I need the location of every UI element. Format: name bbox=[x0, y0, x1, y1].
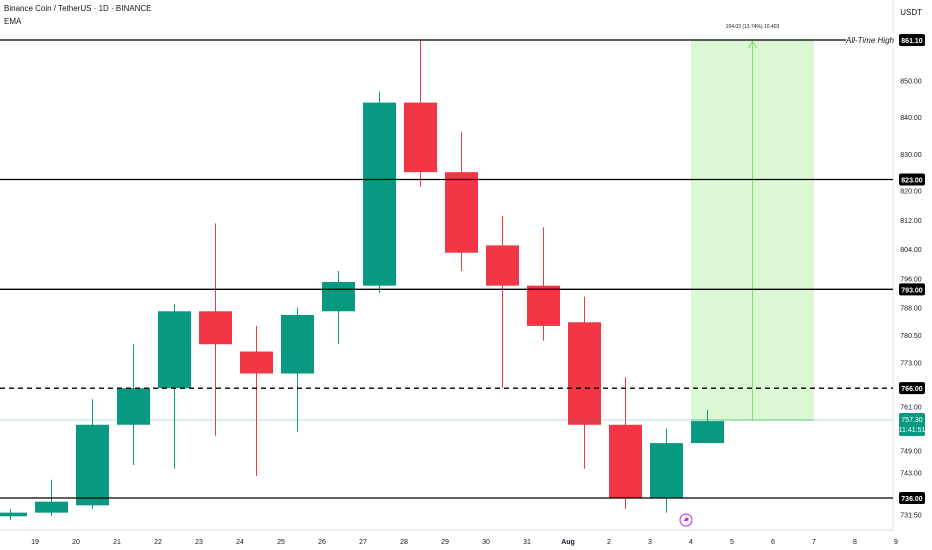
candle-body[interactable] bbox=[76, 424, 109, 506]
x-tick-label: 26 bbox=[318, 539, 326, 546]
candle-body[interactable] bbox=[527, 285, 560, 326]
candle-body[interactable] bbox=[568, 322, 601, 425]
x-tick-label: 28 bbox=[400, 539, 408, 546]
level-price-tag bbox=[899, 283, 925, 296]
x-tick-label: 31 bbox=[523, 539, 531, 546]
x-tick-label: Aug bbox=[561, 539, 575, 546]
lightning-icon bbox=[684, 515, 689, 525]
x-tick-label: 25 bbox=[277, 539, 285, 546]
y-tick-label: 804.00 bbox=[900, 247, 922, 254]
x-tick-label: 6 bbox=[771, 539, 775, 546]
x-tick-label: 2 bbox=[607, 539, 611, 546]
candle-body[interactable] bbox=[609, 424, 642, 498]
candle-body[interactable] bbox=[691, 421, 724, 444]
level-price-label: 736.00 bbox=[901, 496, 923, 503]
candle-body[interactable] bbox=[363, 102, 396, 286]
x-tick-label: 21 bbox=[113, 539, 121, 546]
level-price-label: 823.00 bbox=[901, 177, 923, 184]
x-tick-label: 29 bbox=[441, 539, 449, 546]
candle-body[interactable] bbox=[404, 102, 437, 173]
candle-body[interactable] bbox=[486, 245, 519, 286]
level-price-label: 861.10 bbox=[901, 38, 923, 45]
candle-body[interactable] bbox=[0, 512, 27, 517]
x-tick-label: 19 bbox=[31, 539, 39, 546]
y-tick-label: 812.00 bbox=[900, 218, 922, 225]
x-tick-label: 27 bbox=[359, 539, 367, 546]
candle-body[interactable] bbox=[240, 351, 273, 374]
x-tick-label: 30 bbox=[482, 539, 490, 546]
measure-label: 104.03 (13.74%) 10,403 bbox=[726, 24, 780, 30]
y-tick-label: 788.00 bbox=[900, 306, 922, 313]
y-tick-label: 731.50 bbox=[900, 512, 922, 519]
x-tick-label: 7 bbox=[812, 539, 816, 546]
x-tick-label: 20 bbox=[72, 539, 80, 546]
current-price-label: 757.30 bbox=[901, 417, 923, 424]
level-price-tag bbox=[899, 492, 925, 504]
candle-body[interactable] bbox=[117, 388, 150, 425]
y-tick-label: 743.00 bbox=[900, 470, 922, 477]
level-price-label: 793.00 bbox=[901, 287, 923, 294]
x-tick-label: 9 bbox=[894, 539, 898, 546]
candle-body[interactable] bbox=[158, 311, 191, 389]
candle-body[interactable] bbox=[322, 281, 355, 312]
y-tick-label: 820.00 bbox=[900, 188, 922, 195]
level-price-tag bbox=[899, 382, 925, 395]
level-annotation: All-Time High bbox=[845, 36, 894, 45]
candle-body[interactable] bbox=[445, 172, 478, 253]
chart-title: Binance Coin / TetherUS · 1D · BINANCE bbox=[4, 4, 152, 13]
countdown-label: 11:41:51 bbox=[899, 427, 926, 434]
y-tick-label: 796.00 bbox=[900, 276, 922, 283]
currency-label[interactable]: USDT bbox=[900, 8, 922, 17]
level-price-tag bbox=[899, 34, 925, 46]
y-tick-label: 773.00 bbox=[900, 361, 922, 368]
candle-body[interactable] bbox=[281, 314, 314, 374]
level-annotation-bg bbox=[846, 33, 896, 47]
level-price-label: 766.00 bbox=[901, 386, 923, 393]
y-tick-label: 850.00 bbox=[900, 79, 922, 86]
y-tick-label: 830.00 bbox=[900, 152, 922, 159]
x-tick-label: 22 bbox=[154, 539, 162, 546]
x-tick-label: 3 bbox=[648, 539, 652, 546]
y-tick-label: 780.50 bbox=[900, 333, 922, 340]
candle-body[interactable] bbox=[35, 501, 68, 513]
y-tick-label: 761.00 bbox=[900, 404, 922, 411]
level-price-tag bbox=[899, 173, 925, 186]
measure-arrowhead bbox=[748, 39, 757, 49]
y-tick-label: 840.00 bbox=[900, 115, 922, 122]
candle-body[interactable] bbox=[199, 311, 232, 345]
y-tick-label: 749.00 bbox=[900, 448, 922, 455]
indicator-label[interactable]: EMA bbox=[4, 17, 22, 26]
candle-body[interactable] bbox=[650, 443, 683, 498]
x-tick-label: 23 bbox=[195, 539, 203, 546]
x-tick-label: 4 bbox=[689, 539, 693, 546]
x-tick-label: 5 bbox=[730, 539, 734, 546]
current-price-tag bbox=[899, 413, 925, 437]
x-tick-label: 8 bbox=[853, 539, 857, 546]
x-tick-label: 24 bbox=[236, 539, 244, 546]
